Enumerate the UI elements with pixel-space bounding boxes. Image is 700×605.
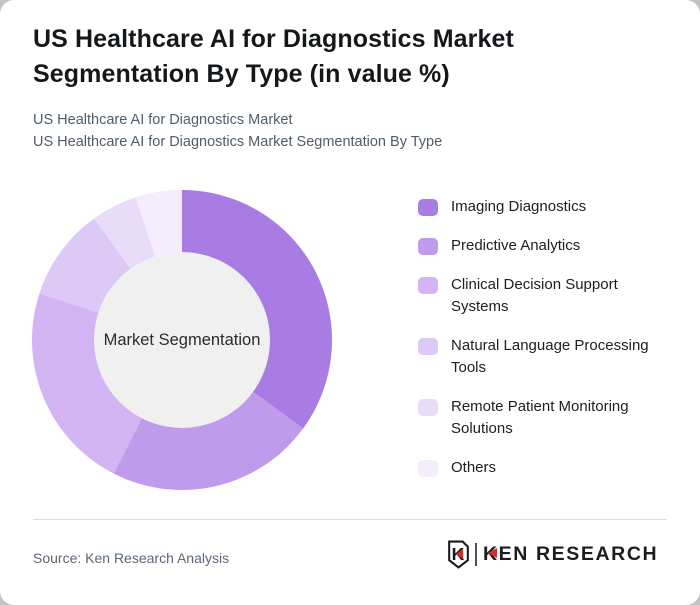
source-note: Source: Ken Research Analysis [33,550,230,566]
ken-research-logo: K KEN RESEARCH [446,540,658,569]
footer-divider [33,519,667,520]
logo-wordmark-text: KEN RESEARCH [483,543,659,565]
donut-chart: Market Segmentation [32,190,332,490]
legend-item: Natural Language Processing Tools [418,335,657,379]
logo-wordmark: KEN RESEARCH [483,543,658,566]
legend-label: Predictive Analytics [451,237,581,254]
legend-swatch [418,199,438,216]
legend-label: Clinical Decision Support Systems [451,276,618,315]
page-title: US Healthcare AI for Diagnostics Market … [33,25,514,88]
legend-item: Imaging Diagnostics [418,196,657,218]
legend-swatch [418,399,438,416]
donut-center: Market Segmentation [94,252,270,428]
legend-label: Natural Language Processing Tools [451,337,649,376]
chart-legend: Imaging Diagnostics Predictive Analytics… [418,196,657,496]
legend-item: Clinical Decision Support Systems [418,274,657,318]
legend-label: Remote Patient Monitoring Solutions [451,398,629,437]
subtitle-line-1: US Healthcare AI for Diagnostics Market [33,112,293,128]
ken-research-shield-icon: K [448,540,469,569]
subtitle: US Healthcare AI for Diagnostics Market … [33,110,442,153]
legend-item: Predictive Analytics [418,235,657,257]
legend-swatch [418,238,438,255]
legend-item: Remote Patient Monitoring Solutions [418,396,657,440]
donut-center-label: Market Segmentation [103,330,261,349]
legend-label: Others [451,459,497,476]
legend-swatch [418,460,438,477]
legend-item: Others [418,457,657,479]
logo-separator [475,543,477,566]
subtitle-line-2: US Healthcare AI for Diagnostics Market … [33,133,443,150]
legend-label: Imaging Diagnostics [451,198,587,215]
logo-k-triangle-icon [488,547,497,558]
legend-swatch [418,277,438,294]
legend-swatch [418,338,438,355]
